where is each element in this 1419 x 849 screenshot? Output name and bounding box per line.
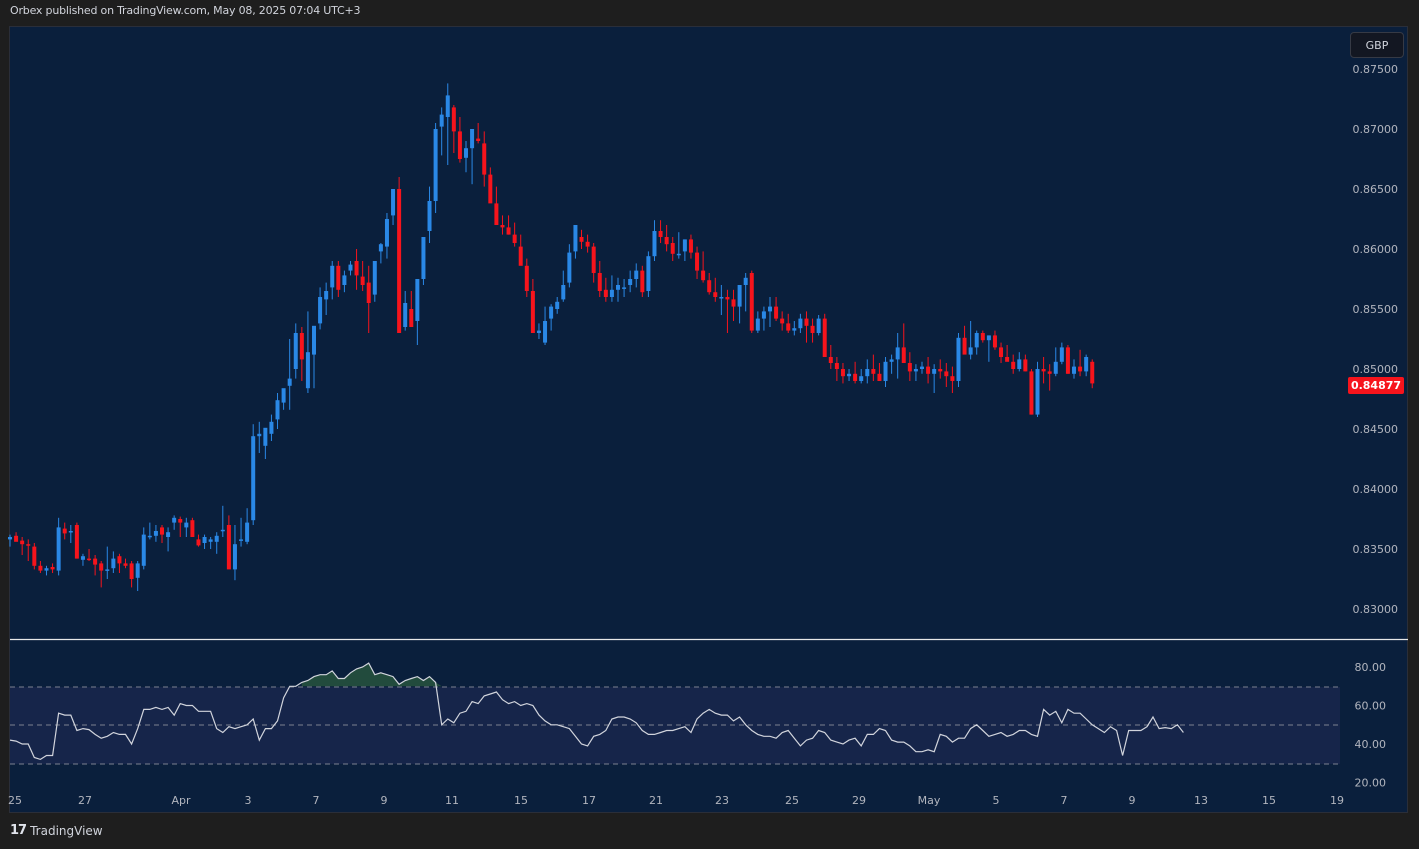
time-tick-label: 25 <box>785 794 799 807</box>
time-tick-label: 27 <box>78 794 92 807</box>
price-tick-label: 0.85500 <box>1353 303 1399 316</box>
rsi-line <box>9 662 1184 761</box>
time-tick-label: 5 <box>993 794 1000 807</box>
candlestick-series <box>8 83 1095 591</box>
time-tick-label: 9 <box>381 794 388 807</box>
time-tick-label: 9 <box>1129 794 1136 807</box>
rsi-axis: 80.00 60.00 40.00 20.00 <box>1355 661 1387 790</box>
time-tick-label: 17 <box>582 794 596 807</box>
rsi-pane <box>9 662 1340 765</box>
time-tick-label: 13 <box>1194 794 1208 807</box>
footer: 17 TradingView <box>10 823 103 838</box>
time-axis: 25 27 Apr 3 7 9 11 15 17 21 23 25 29 May 5 7 9 13 15 19 <box>8 794 1344 807</box>
tradingview-brand: TradingView <box>30 823 103 838</box>
time-tick-label: 15 <box>1262 794 1276 807</box>
rsi-tick-label: 80.00 <box>1355 661 1387 674</box>
time-tick-label: 7 <box>313 794 320 807</box>
price-tick-label: 0.84000 <box>1353 483 1399 496</box>
time-tick-label: 25 <box>8 794 22 807</box>
currency-badge[interactable]: GBP <box>1350 32 1404 58</box>
price-tick-label: 0.85000 <box>1353 363 1399 376</box>
time-tick-label: 21 <box>649 794 663 807</box>
price-tick-label: 0.87500 <box>1353 63 1399 76</box>
price-tick-label: 0.86500 <box>1353 183 1399 196</box>
chart-frame[interactable] <box>9 26 1408 813</box>
time-tick-label: 7 <box>1061 794 1068 807</box>
time-tick-label: 11 <box>445 794 459 807</box>
last-price-tag: 0.84877 <box>1348 377 1404 394</box>
time-tick-label: 19 <box>1330 794 1344 807</box>
price-tick-label: 0.83000 <box>1353 603 1399 616</box>
time-tick-label: May <box>918 794 941 807</box>
time-tick-label: Apr <box>171 794 191 807</box>
time-tick-label: 15 <box>514 794 528 807</box>
time-tick-label: 3 <box>245 794 252 807</box>
rsi-tick-label: 60.00 <box>1355 700 1387 713</box>
tradingview-logo-icon: 17 <box>10 823 27 838</box>
price-axis: 0.87500 0.87000 0.86500 0.86000 0.85500 0.850… <box>1353 63 1399 616</box>
price-tick-label: 0.83500 <box>1353 543 1399 556</box>
price-tick-label: 0.86000 <box>1353 243 1399 256</box>
rsi-tick-label: 40.00 <box>1355 738 1387 751</box>
rsi-tick-label: 20.00 <box>1355 777 1387 790</box>
publish-header: Orbex published on TradingView.com, May … <box>10 4 361 17</box>
time-tick-label: 23 <box>715 794 729 807</box>
time-tick-label: 29 <box>852 794 866 807</box>
price-tick-label: 0.84500 <box>1353 423 1399 436</box>
price-tick-label: 0.87000 <box>1353 123 1399 136</box>
